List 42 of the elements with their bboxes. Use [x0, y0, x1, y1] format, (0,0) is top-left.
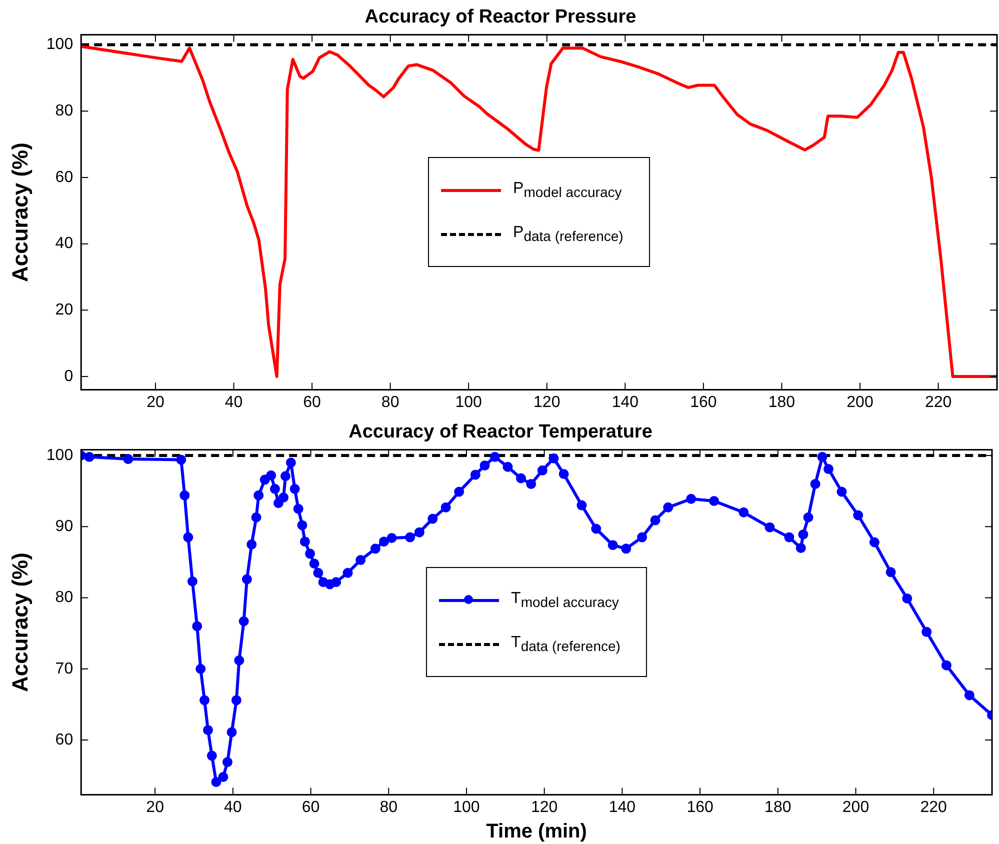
y-tick-label: 60	[55, 731, 74, 748]
x-tick-label: 180	[768, 394, 796, 411]
y-tick-label: 90	[55, 518, 74, 536]
y-axis-title: Accuracy (%)	[7, 142, 32, 282]
x-tick-label: 120	[530, 798, 558, 816]
x-tick-label: 20	[146, 798, 164, 816]
legend-label: P$_{model accuracy}$	[513, 180, 622, 200]
legend-label: T$_{model accuracy}$	[511, 590, 619, 610]
x-tick-label: 60	[303, 394, 322, 411]
y-tick-label: 70	[55, 660, 74, 678]
y-tick-label: 80	[55, 102, 74, 120]
x-axis-title: Time (min)	[486, 820, 587, 843]
chart-title: Accuracy of Reactor Temperature	[348, 422, 652, 443]
y-tick-label: 20	[55, 302, 74, 319]
y-tick-label: 100	[46, 36, 74, 54]
y-tick-label: 0	[64, 368, 74, 385]
x-tick-label: 140	[608, 798, 636, 816]
x-tick-label: 160	[686, 798, 714, 816]
y-tick-label: 60	[55, 168, 74, 186]
x-tick-label: 60	[302, 798, 320, 816]
legend-label: T$_{data (reference)}$	[511, 634, 620, 654]
x-tick-label: 80	[380, 798, 398, 816]
y-tick-label: 80	[55, 589, 74, 606]
x-tick-label: 220	[920, 798, 948, 816]
y-tick-label: 40	[55, 235, 74, 252]
x-tick-label: 40	[224, 394, 243, 411]
x-tick-label: 160	[690, 394, 717, 411]
y-axis-title: Accuracy (%)	[7, 552, 32, 692]
x-tick-label: 20	[146, 394, 164, 411]
x-tick-label: 200	[846, 394, 874, 411]
x-tick-label: 100	[453, 798, 480, 816]
x-tick-label: 80	[381, 394, 400, 411]
x-tick-label: 200	[842, 798, 870, 816]
x-tick-label: 100	[455, 394, 482, 411]
x-tick-label: 120	[534, 394, 560, 411]
x-tick-label: 180	[764, 798, 792, 816]
legend-label: P$_{data (reference)}$	[513, 224, 624, 244]
x-tick-label: 220	[924, 394, 952, 411]
x-tick-label: 140	[612, 394, 639, 411]
y-tick-label: 100	[46, 446, 74, 464]
chart-title: Accuracy of Reactor Pressure	[364, 6, 636, 28]
x-tick-label: 40	[224, 798, 242, 816]
